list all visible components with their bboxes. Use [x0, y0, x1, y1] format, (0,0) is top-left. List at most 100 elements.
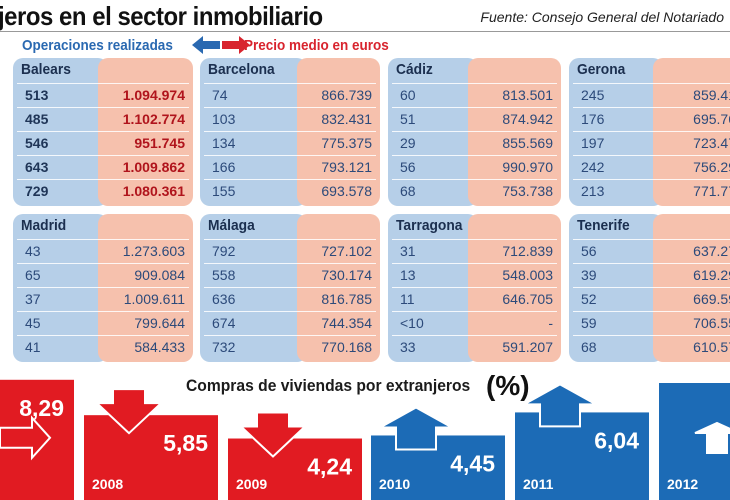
legend-operations-label: Operaciones realizadas	[22, 36, 173, 54]
row-divider	[17, 263, 189, 264]
price-column-bg	[98, 58, 193, 206]
price-value: -	[548, 315, 553, 331]
title-divider	[0, 31, 730, 32]
price-value: 990.970	[502, 159, 553, 175]
legend-left-arrow-icon	[191, 36, 220, 54]
row-divider	[392, 107, 557, 108]
price-value: 775.375	[321, 135, 372, 151]
bar-year-label: 2011	[523, 476, 554, 492]
price-column-bg	[98, 214, 193, 362]
operations-value: 643	[25, 159, 49, 175]
province-name: Tenerife	[577, 217, 630, 234]
operations-value: 43	[25, 243, 41, 259]
price-value: 695.76	[693, 111, 730, 127]
row-divider	[392, 287, 557, 288]
price-value: 706.55	[693, 315, 730, 331]
bar-2009	[228, 438, 362, 500]
price-value: 619.29	[693, 267, 730, 283]
province-name: Barcelona	[208, 61, 275, 78]
operations-value: 33	[400, 339, 416, 355]
price-value: 770.168	[321, 339, 372, 355]
price-value: 584.433	[134, 339, 185, 355]
province-card-cdiz: Cádiz 60 813.501 51 874.942 29 855.569 56 990.97…	[388, 58, 561, 206]
operations-value: 59	[581, 315, 597, 331]
operations-value: 134	[212, 135, 236, 151]
row-divider	[17, 311, 189, 312]
operations-value: 74	[212, 87, 228, 103]
row-divider	[392, 311, 557, 312]
row-divider	[204, 335, 376, 336]
row-divider	[573, 131, 730, 132]
operations-value: 242	[581, 159, 605, 175]
row-divider	[17, 107, 189, 108]
bar-2010	[371, 435, 505, 500]
operations-value: 485	[25, 111, 49, 127]
province-card-tarragona: Tarragona 31 712.839 13 548.003 11 646.705 <10 -…	[388, 214, 561, 362]
province-name: Balears	[21, 61, 71, 78]
operations-value: <10	[400, 315, 424, 331]
operations-column-bg	[13, 58, 108, 206]
legend-arrows-icon	[191, 36, 250, 54]
bar-year-label: 2008	[92, 476, 123, 492]
operations-value: 11	[400, 291, 415, 307]
operations-value: 197	[581, 135, 605, 151]
bar-2008	[84, 415, 218, 500]
trend-arrow-down-icon	[94, 388, 164, 435]
price-value: 693.578	[321, 183, 372, 199]
operations-value: 68	[400, 183, 416, 199]
legend-price-label: Precio medio en euros	[243, 36, 389, 54]
operations-value: 56	[400, 159, 416, 175]
bar-2011	[515, 412, 649, 500]
operations-value: 732	[212, 339, 236, 355]
operations-column-bg	[569, 214, 663, 362]
price-value: 771.77	[693, 183, 730, 199]
price-column-bg	[297, 214, 380, 362]
operations-value: 13	[400, 267, 416, 283]
price-value: 859.41	[693, 87, 730, 103]
price-value: 744.354	[321, 315, 372, 331]
province-name: Madrid	[21, 217, 67, 234]
row-divider	[17, 179, 189, 180]
row-divider	[392, 131, 557, 132]
row-divider	[573, 263, 730, 264]
chart-unit: (%)	[486, 370, 530, 401]
row-divider	[204, 83, 376, 84]
row-divider	[573, 311, 730, 312]
price-value: 610.57	[693, 339, 730, 355]
operations-value: 166	[212, 159, 236, 175]
price-value: 816.785	[321, 291, 372, 307]
bar-year-label: 2010	[379, 476, 410, 492]
row-divider	[392, 155, 557, 156]
operations-value: 56	[581, 243, 597, 259]
page-title: jeros en el sector inmobiliario	[0, 1, 323, 31]
operations-value: 52	[581, 291, 597, 307]
row-divider	[204, 179, 376, 180]
price-value: 727.102	[321, 243, 372, 259]
operations-column-bg	[569, 58, 663, 206]
operations-value: 792	[212, 243, 236, 259]
price-value: 712.839	[502, 243, 553, 259]
bar-value-label: 5,85	[163, 430, 208, 456]
row-divider	[573, 155, 730, 156]
bar-value-label: 4,24	[307, 454, 352, 480]
operations-value: 41	[25, 339, 41, 355]
operations-value: 213	[581, 183, 605, 199]
trend-arrow-down-icon	[238, 411, 308, 458]
source-note: Fuente: Consejo General del Notariado	[480, 9, 724, 25]
row-divider	[392, 335, 557, 336]
operations-value: 29	[400, 135, 416, 151]
operations-column-bg	[388, 58, 478, 206]
row-divider	[17, 287, 189, 288]
operations-value: 513	[25, 87, 49, 103]
price-value: 1.080.361	[122, 183, 185, 199]
price-value: 756.29	[693, 159, 730, 175]
row-divider	[573, 335, 730, 336]
operations-value: 60	[400, 87, 416, 103]
operations-column-bg	[200, 58, 307, 206]
row-divider	[573, 179, 730, 180]
province-card-balears: Balears 513 1.094.974 485 1.102.774 546 951.74…	[13, 58, 193, 206]
row-divider	[204, 131, 376, 132]
row-divider	[204, 311, 376, 312]
row-divider	[573, 287, 730, 288]
